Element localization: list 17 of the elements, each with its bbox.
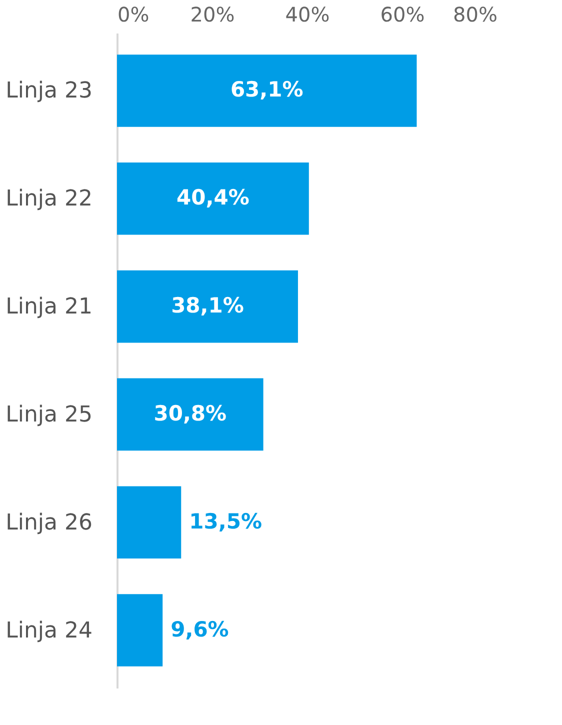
data-label: 38,1%	[171, 294, 244, 318]
y-tick-label: Linja 23	[6, 78, 92, 104]
x-tick-label: 60%	[380, 2, 425, 26]
data-label: 9,6%	[170, 617, 229, 642]
y-tick-label: Linja 26	[6, 510, 92, 536]
data-label: 63,1%	[230, 78, 304, 102]
x-tick-label: 20%	[190, 2, 235, 26]
x-tick-label: 40%	[285, 2, 330, 26]
x-tick-label: 0%	[118, 2, 150, 26]
data-label: 13,5%	[189, 509, 262, 534]
y-tick-label: Linja 21	[6, 294, 92, 320]
y-tick-label: Linja 22	[6, 186, 92, 212]
data-label: 40,4%	[176, 186, 250, 210]
y-tick-label: Linja 24	[6, 618, 92, 644]
data-label: 30,8%	[154, 401, 227, 426]
x-tick-label: 80%	[453, 2, 498, 26]
y-tick-label: Linja 25	[6, 402, 92, 428]
